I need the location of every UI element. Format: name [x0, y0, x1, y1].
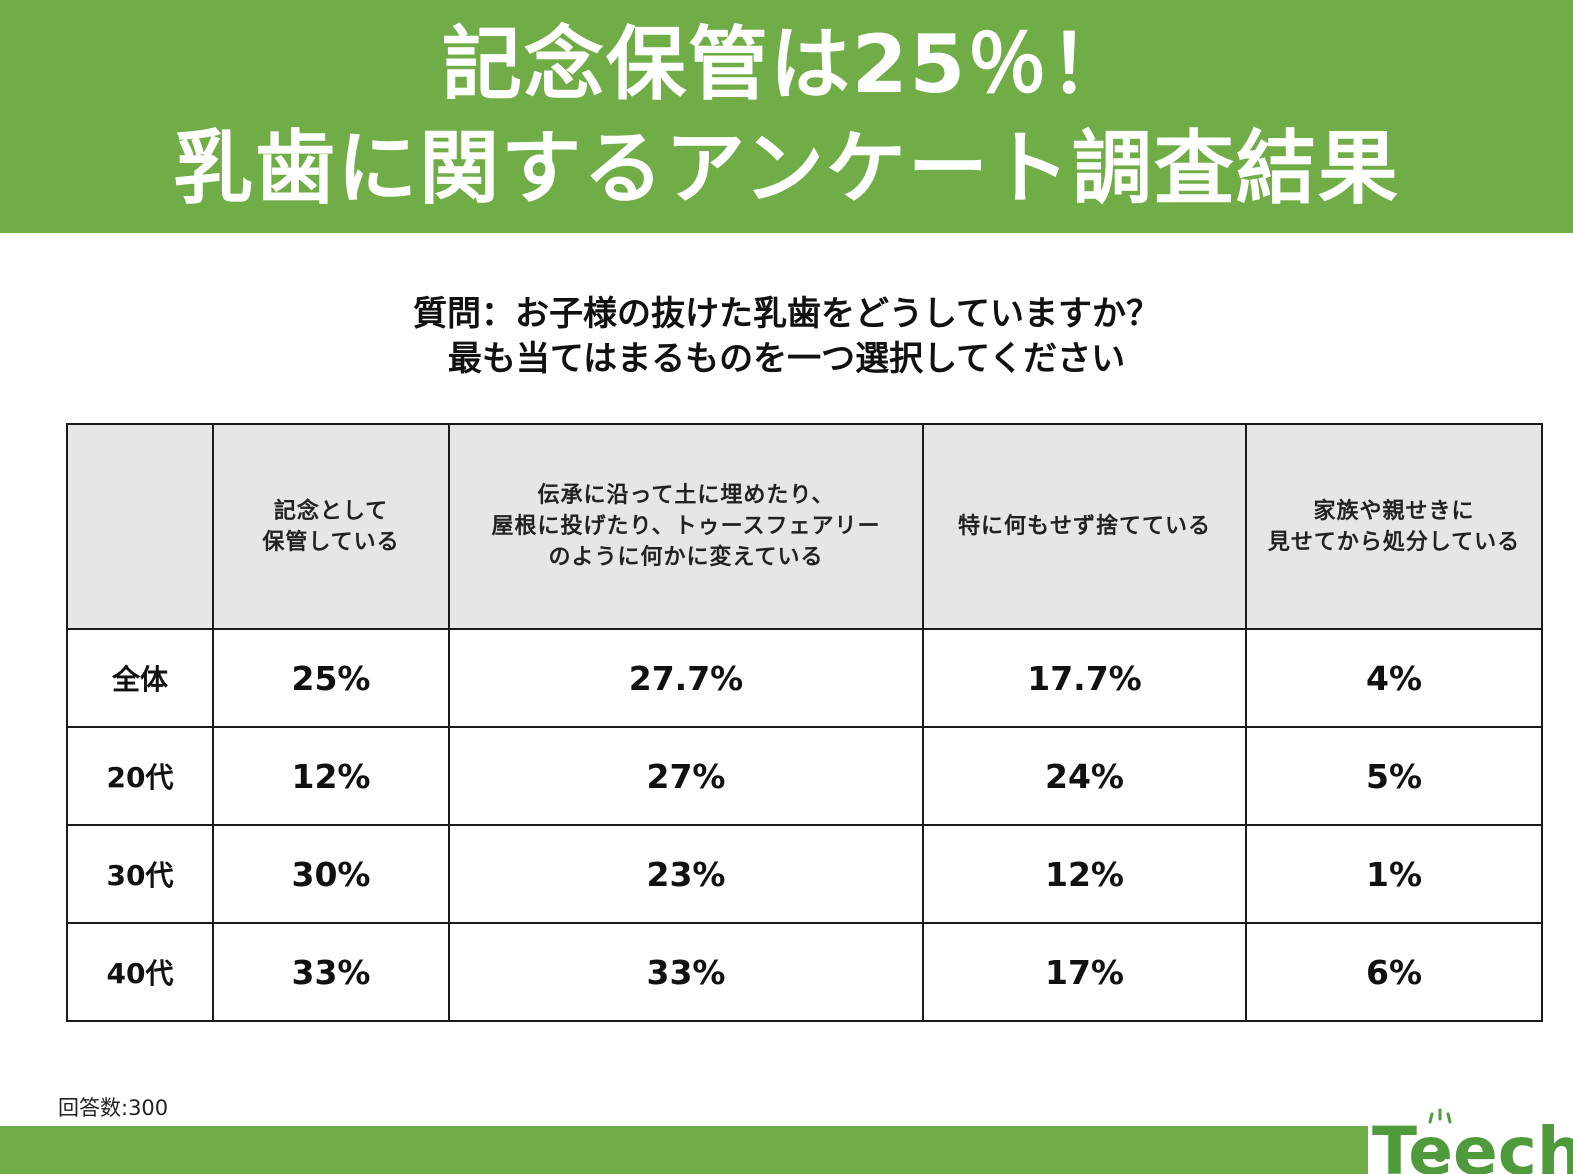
footer-bar — [0, 1126, 1573, 1174]
table-row: 全体 25% 27.7% 17.7% 4% — [66, 628, 1543, 728]
results-table: 記念として 保管している 伝承に沿って土に埋めたり、 屋根に投げたり、トゥースフ… — [66, 423, 1543, 1022]
table-corner-cell — [66, 423, 214, 630]
title-line-2: 乳歯に関するアンケート調査結果 — [173, 121, 1400, 215]
table-cell: 4% — [1245, 628, 1543, 728]
table-cell: 17.7% — [922, 628, 1247, 728]
table-cell: 1% — [1245, 824, 1543, 924]
table-cell: 17% — [922, 922, 1247, 1022]
row-label: 20代 — [66, 726, 214, 826]
table-cell: 5% — [1245, 726, 1543, 826]
question-line-1: 質問：お子様の抜けた乳歯をどうしていますか？ — [413, 294, 1160, 334]
survey-question: 質問：お子様の抜けた乳歯をどうしていますか？ 最も当てはまるものを一つ選択してく… — [0, 292, 1573, 382]
column-header-follow-tradition: 伝承に沿って土に埋めたり、 屋根に投げたり、トゥースフェアリー のように何かに変… — [448, 423, 924, 630]
table-cell: 12% — [212, 726, 450, 826]
teech-logo-mark: Teech — [1372, 1108, 1573, 1174]
table-cell: 27.7% — [448, 628, 924, 728]
response-count: 回答数:300 — [58, 1096, 169, 1120]
table-cell: 30% — [212, 824, 450, 924]
column-header-line: 家族や親せきに — [1313, 498, 1475, 524]
row-label: 全体 — [66, 628, 214, 728]
table-row: 40代 33% 33% 17% 6% — [66, 922, 1543, 1022]
table-cell: 33% — [448, 922, 924, 1022]
title-line-1: 記念保管は25％！ — [441, 17, 1132, 111]
table-cell: 6% — [1245, 922, 1543, 1022]
table-cell: 23% — [448, 824, 924, 924]
table-row: 20代 12% 27% 24% 5% — [66, 726, 1543, 826]
column-header-line: 記念として — [273, 498, 389, 524]
smile-icon — [1434, 1150, 1446, 1162]
column-header-line: 伝承に沿って土に埋めたり、 — [537, 483, 835, 508]
table-cell: 24% — [922, 726, 1247, 826]
column-header-line: 屋根に投げたり、トゥースフェアリー — [491, 514, 881, 539]
row-label: 40代 — [66, 922, 214, 1022]
question-line-2: 最も当てはまるものを一つ選択してください — [447, 339, 1126, 379]
teech-logo: Teech — [1368, 1104, 1573, 1174]
table-header-row: 記念として 保管している 伝承に沿って土に埋めたり、 屋根に投げたり、トゥースフ… — [66, 423, 1543, 630]
column-header-throw-away: 特に何もせず捨てている — [922, 423, 1247, 630]
column-header-line: のように何かに変えている — [548, 545, 824, 570]
column-header-show-family-then-dispose: 家族や親せきに 見せてから処分している — [1245, 423, 1543, 630]
table-cell: 33% — [212, 922, 450, 1022]
table-cell: 12% — [922, 824, 1247, 924]
column-header-keep-as-memento: 記念として 保管している — [212, 423, 450, 630]
column-header-line: 見せてから処分している — [1267, 529, 1521, 555]
table-row: 30代 30% 23% 12% 1% — [66, 824, 1543, 924]
logo-wordmark: Teech — [1372, 1113, 1573, 1174]
row-label: 30代 — [66, 824, 214, 924]
table-cell: 27% — [448, 726, 924, 826]
column-header-line: 特に何もせず捨てている — [957, 514, 1211, 539]
title-banner: 記念保管は25％！ 乳歯に関するアンケート調査結果 — [0, 0, 1573, 233]
column-header-line: 保管している — [262, 529, 400, 555]
table-cell: 25% — [212, 628, 450, 728]
